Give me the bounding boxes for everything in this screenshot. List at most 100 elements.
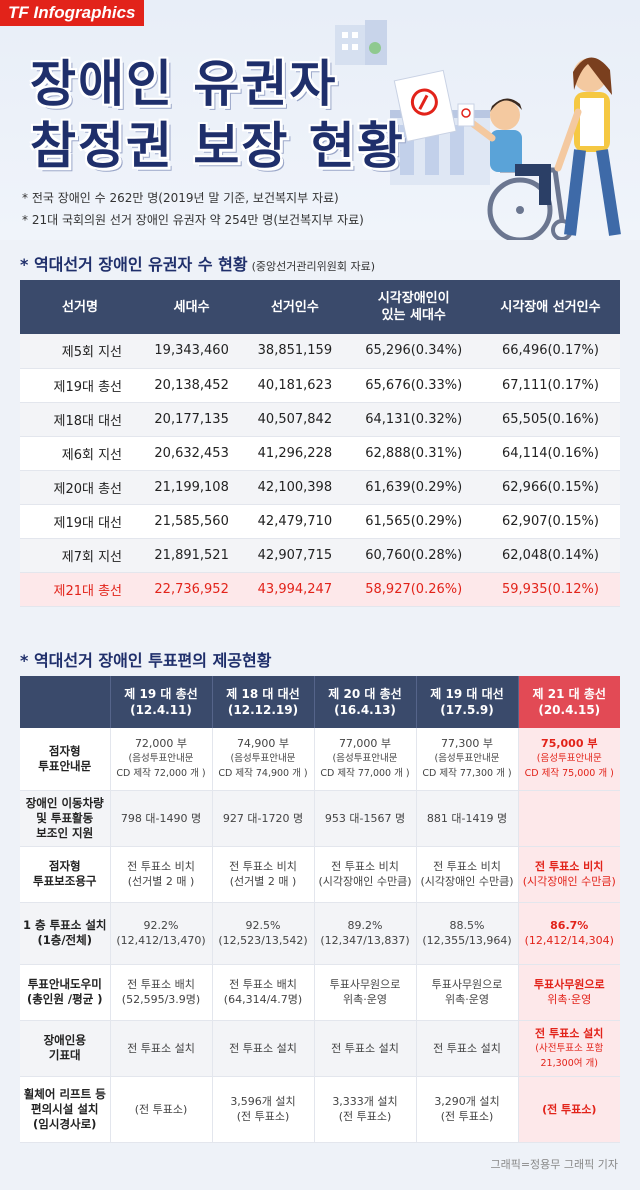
cell-line: 전 투표소 배치	[229, 978, 297, 991]
cell-line: (12,355/13,964)	[422, 934, 512, 947]
voters-col-header: 세대수	[140, 280, 244, 334]
table-cell: 65,296(0.34%)	[346, 334, 481, 369]
main-title-line1: 장애인 유권자	[29, 54, 338, 114]
section1-source: (중앙선거관리위원회 자료)	[251, 260, 375, 273]
header-line: 점자형	[48, 743, 81, 758]
header: TF Infographics	[0, 0, 640, 240]
header-line: 시각장애인이	[377, 291, 450, 306]
graphic-credit: 그래픽=정용무 그래픽 기자	[490, 1158, 618, 1171]
table-cell: 3,290개 설치 (전 투표소)	[415, 1076, 518, 1143]
header-line: 선거명	[62, 299, 98, 315]
main-title-line2: 참정권 보장 현황	[29, 116, 405, 176]
cell-line: 3,290개 설치	[434, 1095, 500, 1108]
table-cell: 92.5% (12,523/13,542)	[211, 902, 314, 965]
section2-title-text: * 역대선거 장애인 투표편의 제공현황	[20, 651, 272, 670]
cell-line: 75,000 부	[541, 737, 598, 751]
cell-line: (음성투표안내문	[332, 753, 398, 765]
table-cell: 65,505(0.16%)	[480, 402, 620, 437]
row-header: 1 층 투표소 설치 (1층/전체)	[20, 902, 110, 965]
cell-line: 953 대-1567 명	[324, 811, 406, 825]
table-cell: 제7회 지선	[20, 538, 140, 573]
cell-line: 21,300여 개)	[540, 1057, 598, 1069]
cell-line: 전 투표소 설치	[229, 1041, 297, 1055]
table-cell: 전 투표소 설치 (사전투표소 포함 21,300여 개)	[517, 1020, 620, 1077]
table-cell: 3,333개 설치 (전 투표소)	[313, 1076, 416, 1143]
header-line: (총인원 /평균 )	[26, 992, 103, 1006]
header-line: 투표보조용구	[33, 874, 97, 888]
table-row: 점자형 투표보조용구 전 투표소 비치 (선거별 2 매 ) 전 투표소 비치 (선거별 …	[20, 846, 620, 903]
table-cell: 927 대-1720 명	[211, 790, 314, 847]
table-cell: 88.5% (12,355/13,964)	[415, 902, 518, 965]
table-cell: 798 대-1490 명	[109, 790, 212, 847]
table-row: 제21대 총선 22,736,952 43,994,247 58,927(0.26%)…	[20, 572, 620, 607]
cell-line: 투표사무원으로	[431, 978, 503, 991]
table-cell: 77,300 부 (음성투표안내문 CD 제작 77,300 개 )	[415, 728, 518, 791]
table-cell: 89.2% (12,347/13,837)	[313, 902, 416, 965]
table-cell: 42,479,710	[243, 504, 347, 539]
table-cell	[517, 790, 620, 847]
header-line: (16.4.13)	[334, 703, 396, 717]
table-cell: 21,891,521	[140, 538, 244, 573]
cell-line: 전 투표소 비치	[535, 860, 604, 873]
header-line: 장애인용	[43, 1033, 86, 1047]
table-cell: 제6회 지선	[20, 436, 140, 471]
table-cell: 전 투표소 설치	[313, 1020, 416, 1077]
table-cell: 투표사무원으로 위촉·운영	[517, 964, 620, 1021]
cell-line: 77,000 부	[338, 737, 392, 751]
header-line: 제 18 대 대선	[226, 687, 300, 701]
table-cell: 20,632,453	[140, 436, 244, 471]
table-cell: 21,585,560	[140, 504, 244, 539]
voters-col-header: 선거명	[20, 280, 140, 334]
table-cell: 60,760(0.28%)	[346, 538, 481, 573]
header-line: 및 투표활동	[36, 810, 94, 825]
table-cell: 제18대 대선	[20, 402, 140, 437]
table-cell: 40,507,842	[243, 402, 347, 437]
cell-line: 89.2%	[347, 919, 383, 932]
table-cell: 40,181,623	[243, 368, 347, 403]
table-cell: 77,000 부 (음성투표안내문 CD 제작 77,000 개 )	[313, 728, 416, 791]
table-cell: 42,907,715	[243, 538, 347, 573]
cell-line: (전 투표소)	[134, 1102, 188, 1116]
cell-line: (전 투표소)	[542, 1102, 597, 1116]
row-header: 휠체어 리프트 등 편의시설 설치 (임시경사로)	[20, 1076, 110, 1143]
table-cell: 58,927(0.26%)	[346, 572, 481, 607]
table-cell: 881 대-1419 명	[415, 790, 518, 847]
cell-line: CD 제작 77,300 개 )	[422, 768, 512, 780]
cell-line: (전 투표소)	[236, 1110, 290, 1123]
table-cell: (전 투표소)	[517, 1076, 620, 1143]
cell-line: 86.7%	[550, 919, 589, 932]
table-cell: 42,100,398	[243, 470, 347, 505]
table-cell: 61,565(0.29%)	[346, 504, 481, 539]
header-line: 제 20 대 총선	[328, 687, 402, 701]
table-cell: 제19대 총선	[20, 368, 140, 403]
header-line: (1층/전체)	[37, 933, 92, 947]
table-row: 제5회 지선 19,343,460 38,851,159 65,296(0.34%) 6…	[20, 334, 620, 369]
table-row: 1 층 투표소 설치 (1층/전체) 92.2% (12,412/13,470) 92.…	[20, 902, 620, 965]
header-line: (17.5.9)	[440, 703, 494, 717]
table-cell: 66,496(0.17%)	[480, 334, 620, 369]
table-cell: 41,296,228	[243, 436, 347, 471]
table-cell: 전 투표소 설치	[415, 1020, 518, 1077]
brand-logo: TF Infographics	[0, 0, 144, 26]
cell-line: 3,333개 설치	[332, 1095, 398, 1108]
cell-line: 투표사무원으로	[533, 978, 605, 991]
cell-line: 전 투표소 비치	[127, 860, 195, 873]
table-cell: 20,138,452	[140, 368, 244, 403]
row-header: 점자형 투표안내문	[20, 728, 110, 791]
table-row: 제6회 지선 20,632,453 41,296,228 62,888(0.31%) 6…	[20, 436, 620, 471]
voters-table-header: 선거명 세대수 선거인수 시각장애인이 있는 세대수 시각장애 선거인수	[20, 280, 620, 334]
cell-line: (시각장애인 수만큼)	[318, 875, 412, 888]
header-line: 휠체어 리프트 등	[23, 1086, 106, 1101]
header-line: (20.4.15)	[538, 703, 601, 717]
table-row: 제20대 총선 21,199,108 42,100,398 61,639(0.29%)…	[20, 470, 620, 505]
table-cell: 전 투표소 비치 (시각장애인 수만큼)	[313, 846, 416, 903]
table-cell: 제20대 총선	[20, 470, 140, 505]
table-cell: 67,111(0.17%)	[480, 368, 620, 403]
table-cell: 전 투표소 설치	[211, 1020, 314, 1077]
header-line: 투표안내문	[38, 758, 92, 773]
header-line: 장애인 이동차량	[25, 795, 104, 810]
cell-line: (12,523/13,542)	[218, 934, 308, 947]
voters-table: 선거명 세대수 선거인수 시각장애인이 있는 세대수 시각장애 선거인수 제5회 지선 19…	[20, 280, 620, 607]
header-line: 투표안내도우미	[27, 977, 102, 991]
cell-line: 전 투표소 배치	[127, 978, 195, 991]
